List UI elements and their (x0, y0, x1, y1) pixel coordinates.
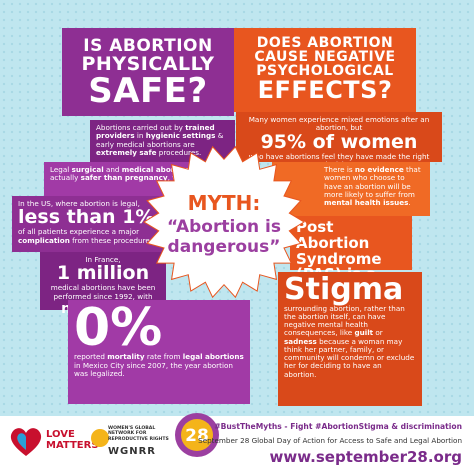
fact-text: & early medical abortions are (96, 131, 224, 149)
title-line: DOES ABORTION (256, 35, 394, 51)
myth-badge: MYTH: “Abortion is dangerous” (143, 145, 305, 299)
fact-text: and (103, 165, 122, 174)
hashtags: #BustTheMyths - Fight #AbortionStigma & … (214, 422, 462, 431)
sep28-logo: 28 (175, 413, 219, 457)
fact-text: legal abortions (182, 352, 244, 362)
fact-text: guilt (354, 328, 374, 338)
fact-text: rate from (144, 352, 183, 362)
title-line: PHYSICALLY (81, 53, 215, 75)
fact-text: medical abortions have been performed si… (50, 283, 156, 301)
fact-text: Many women experience mixed emotions aft… (248, 115, 430, 133)
myth-quote: dangerous” (168, 237, 281, 257)
fact-text: 95% of women (260, 130, 418, 153)
heart-logo (10, 428, 42, 456)
wgnrr-logo: WOMEN'S GLOBAL NETWORK FOR REPRODUCTIVE … (108, 426, 170, 457)
title-line: CAUSE NEGATIVE (254, 49, 396, 65)
fact-block: There is no evidence that women who choo… (272, 162, 430, 216)
fact-text: or (373, 328, 383, 338)
fact-text: Legal (50, 165, 72, 174)
fact-text: Stigma (284, 272, 404, 307)
fact-block: 0% reported mortality rate from legal abo… (68, 300, 250, 404)
fact-text: hygienic settings (145, 131, 216, 141)
fact-text: surgical (71, 165, 104, 174)
title-line: IS ABORTION (83, 36, 213, 56)
fact-text: . (408, 198, 411, 208)
fact-text: safer than pregnancy (80, 173, 168, 183)
logo-text: MATTERS (46, 439, 99, 451)
fact-text: 1 million (56, 262, 150, 285)
right-title: DOES ABORTION CAUSE NEGATIVE PSYCHOLOGIC… (234, 28, 416, 112)
fact-text: Abortions carried out by (96, 123, 186, 132)
fact-text: trained providers (96, 123, 215, 141)
fact-text: medical abortions (121, 165, 195, 174)
fact-text: in Mexico City since 2007, the year abor… (74, 360, 233, 378)
fact-block: Many women experience mixed emotions aft… (236, 112, 442, 168)
wgnrr-mark (91, 429, 109, 447)
fact-text: because a woman may think her partner, f… (284, 336, 415, 379)
fact-text: procedures. (156, 147, 202, 157)
fact-text: reported (74, 352, 108, 362)
fact-text: surrounding abortion, rather than the ab… (284, 303, 405, 338)
website: www.september28.org (269, 448, 462, 466)
fact-block: Stigma surrounding abortion, rather than … (278, 272, 422, 406)
fact-block: In the US, where abortion is legal, less … (12, 196, 166, 252)
myth-quote: “Abortion is (167, 217, 281, 237)
myth-label: MYTH: (188, 191, 261, 215)
logo-text: WGNRR (108, 445, 157, 457)
fact-text: In the US, where abortion is legal, (18, 199, 140, 208)
love-matters: LOVE MATTERS (46, 429, 99, 451)
fact-text: from these procedures. (69, 235, 156, 245)
title-line: SAFE? (88, 71, 208, 111)
fact-text: in (134, 131, 146, 141)
fact-text: There is (324, 165, 355, 174)
logo-text: WOMEN'S GLOBAL NETWORK FOR REPRODUCTIVE … (108, 426, 169, 442)
fact-text: extremely safe (96, 147, 157, 157)
fact-text: of all patients experience a major (18, 227, 140, 237)
logo-text: LOVE (46, 429, 75, 440)
fact-text: complication (18, 235, 70, 245)
fact-text: mental health issues (324, 198, 409, 208)
title-line: EFFECTS? (257, 76, 393, 104)
fact-text: less than 1% (18, 206, 155, 229)
fact-text: mortality (107, 352, 145, 362)
fact-text: no evidence (354, 165, 404, 174)
starburst (143, 145, 305, 299)
logo-text: 28 (185, 426, 209, 446)
fact-text: In France, (85, 255, 121, 264)
footer: LOVE MATTERS WOMEN'S GLOBAL NETWORK FOR … (0, 413, 474, 474)
fact-block: Post Abortion Syndrome (PAS) is a myth. (290, 216, 412, 298)
fact-text: sadness (284, 336, 317, 346)
title-line: PSYCHOLOGICAL (256, 63, 394, 79)
fact-text: 0% (74, 298, 163, 358)
day-of-action: September 28 Global Day of Action for Ac… (198, 436, 462, 445)
fact-text: that women who choose to have an abortio… (324, 165, 421, 199)
left-title: IS ABORTION PHYSICALLY SAFE? (62, 28, 234, 116)
